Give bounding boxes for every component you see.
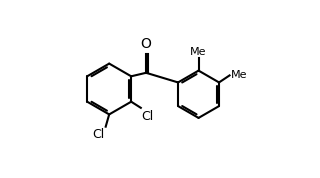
Text: O: O	[141, 37, 152, 51]
Text: Me: Me	[230, 70, 247, 80]
Text: Cl: Cl	[92, 128, 105, 141]
Text: Me: Me	[190, 48, 207, 57]
Text: Cl: Cl	[142, 110, 154, 123]
